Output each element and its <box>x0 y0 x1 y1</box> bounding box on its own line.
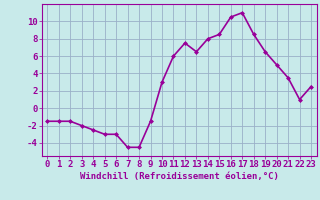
X-axis label: Windchill (Refroidissement éolien,°C): Windchill (Refroidissement éolien,°C) <box>80 172 279 181</box>
